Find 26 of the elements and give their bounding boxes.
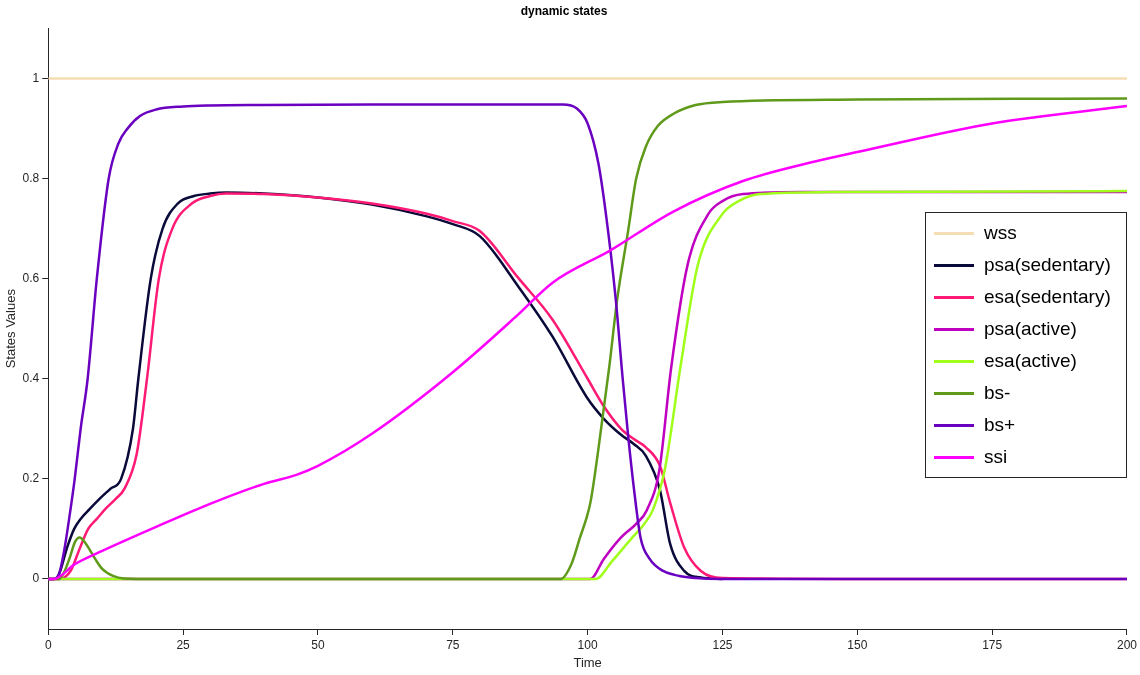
x-tick-label: 175 bbox=[982, 637, 1003, 652]
x-axis-title: Time bbox=[573, 654, 602, 670]
x-tick-label: 100 bbox=[577, 637, 598, 652]
x-tick-label: 0 bbox=[44, 637, 52, 652]
legend-label: ssi bbox=[984, 446, 1008, 468]
y-axis-title: States Values bbox=[3, 288, 19, 369]
legend-label: wss bbox=[984, 222, 1017, 244]
y-tick-label: 0.6 bbox=[22, 270, 40, 285]
x-tick-label: 75 bbox=[446, 637, 460, 652]
legend-label: psa(sedentary) bbox=[984, 254, 1111, 276]
y-tick-label: 0.2 bbox=[22, 471, 40, 486]
y-tick-label: 0.8 bbox=[22, 170, 40, 185]
y-tick-label: 0.4 bbox=[22, 371, 40, 386]
x-tick-label: 50 bbox=[311, 637, 325, 652]
y-tick-label: 0 bbox=[32, 571, 40, 586]
x-tick-label: 200 bbox=[1116, 637, 1138, 652]
x-tick-label: 125 bbox=[712, 637, 733, 652]
legend-label: bs+ bbox=[984, 414, 1016, 436]
legend-label: esa(sedentary) bbox=[984, 286, 1111, 308]
legend-label: bs- bbox=[984, 382, 1011, 404]
legend-label: psa(active) bbox=[984, 318, 1077, 340]
y-tick-label: 1 bbox=[32, 70, 40, 85]
chart-title: dynamic states bbox=[520, 3, 608, 18]
x-tick-label: 150 bbox=[847, 637, 868, 652]
x-tick-label: 25 bbox=[176, 637, 191, 652]
legend-label: esa(active) bbox=[984, 350, 1077, 372]
